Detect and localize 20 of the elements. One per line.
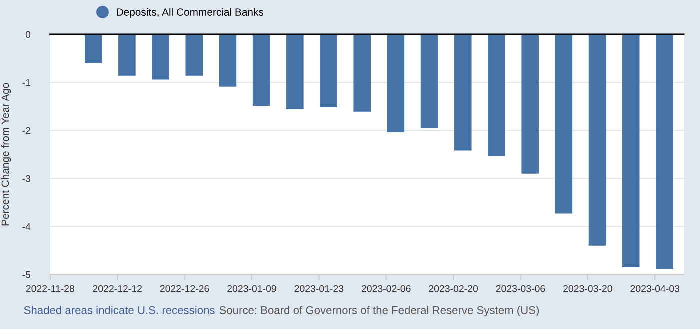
text: Shaded areas indicate U.S. recessions — [24, 306, 215, 314]
x-tick-label: 2022-12-12 — [93, 285, 142, 292]
x-tick-label: 2023-04-03 — [630, 285, 680, 292]
y-tick-label: 0 — [26, 31, 31, 38]
x-tick-label: 2023-01-23 — [294, 285, 344, 292]
x-tick-label: 2023-01-09 — [228, 285, 276, 292]
source-note: Source: Board of Governors of the Federal Reserve System (US) — [220, 306, 540, 316]
x-tick-label: 2022-11-28 — [26, 285, 74, 292]
x-tick-label: 2023-02-06 — [362, 285, 411, 292]
x-tick-label: 2023-02-20 — [429, 285, 478, 292]
x-tick-label: 2022-12-26 — [160, 285, 210, 292]
legend-label: Deposits, All Commercial Banks — [117, 8, 264, 18]
x-tick-label: 2023-03-06 — [496, 285, 546, 292]
y-tick-label: -5 — [22, 272, 31, 278]
x-tick-label: 2023-03-20 — [564, 285, 612, 292]
y-tick-label: -3 — [22, 175, 31, 182]
y-axis-title: Percent Change from Year Ago — [1, 83, 12, 226]
y-tick-label: -2 — [22, 127, 30, 134]
y-tick-label: -4 — [22, 224, 31, 230]
y-tick-label: -1 — [22, 79, 30, 86]
